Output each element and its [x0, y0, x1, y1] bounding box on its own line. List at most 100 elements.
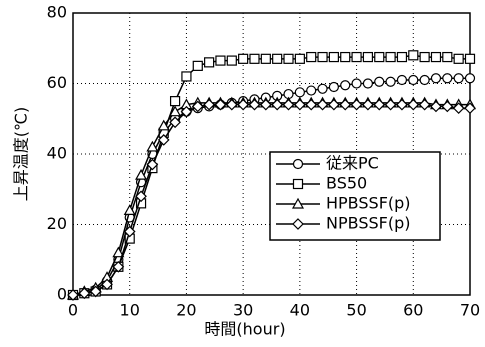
- data-point: [430, 73, 442, 84]
- data-point: [238, 53, 249, 64]
- data-point: [362, 78, 374, 89]
- data-point: [396, 98, 408, 111]
- data-point: [169, 116, 181, 129]
- data-point: [191, 100, 204, 113]
- data-point: [259, 98, 272, 111]
- data-point: [112, 260, 125, 273]
- data-point: [317, 51, 328, 63]
- data-point: [384, 98, 397, 111]
- data-point: [123, 225, 136, 238]
- x-tick-label: 0: [68, 301, 78, 320]
- data-point: [225, 98, 238, 111]
- data-point: [396, 74, 408, 86]
- data-point: [351, 51, 362, 63]
- data-point: [385, 51, 396, 63]
- data-point: [328, 51, 339, 63]
- data-point: [351, 78, 362, 89]
- data-point: [89, 285, 102, 298]
- x-tick-label: 60: [403, 301, 423, 320]
- data-point: [135, 190, 147, 203]
- y-tick-label: 0: [57, 285, 67, 304]
- data-point: [248, 98, 261, 111]
- data-point: [169, 105, 182, 117]
- data-point: [157, 119, 170, 131]
- x-tick-label: 70: [460, 301, 480, 320]
- y-tick-label: 60: [47, 73, 67, 92]
- data-point: [374, 76, 385, 87]
- data-point: [215, 55, 226, 66]
- x-tick-label: 30: [233, 301, 253, 320]
- data-point: [453, 53, 464, 64]
- legend-label: HPBSSF(p): [326, 194, 411, 213]
- data-point: [350, 98, 363, 111]
- legend-label: BS50: [326, 174, 367, 193]
- data-point: [442, 73, 453, 84]
- data-point: [169, 96, 181, 107]
- x-tick-label: 50: [346, 301, 366, 320]
- data-point: [146, 140, 159, 152]
- data-point: [67, 289, 79, 301]
- data-point: [418, 98, 431, 111]
- data-point: [340, 80, 351, 91]
- data-point: [157, 134, 170, 146]
- data-point: [408, 74, 419, 86]
- data-point: [283, 53, 294, 64]
- x-tick-label: 40: [290, 301, 310, 320]
- data-point: [123, 204, 136, 215]
- data-point: [305, 98, 318, 111]
- data-point: [328, 81, 339, 93]
- data-point: [135, 168, 148, 180]
- data-point: [430, 100, 442, 113]
- data-point: [339, 98, 352, 111]
- data-point: [464, 102, 476, 115]
- data-point: [203, 98, 215, 111]
- data-point: [464, 53, 476, 64]
- data-point: [204, 57, 215, 68]
- data-point: [214, 98, 227, 111]
- legend-label: 従来PC: [326, 154, 379, 173]
- data-point: [419, 74, 430, 86]
- legend-marker: [292, 178, 304, 190]
- data-point: [294, 98, 306, 111]
- data-point: [226, 55, 237, 66]
- data-point: [419, 51, 430, 63]
- data-point: [407, 98, 420, 111]
- data-point: [441, 100, 454, 113]
- data-point: [362, 51, 374, 63]
- data-point: [306, 51, 317, 63]
- x-tick-label: 10: [120, 301, 140, 320]
- data-point: [374, 51, 385, 63]
- data-point: [294, 53, 305, 64]
- data-point: [442, 51, 453, 63]
- x-axis-label: 時間(hour): [204, 320, 285, 339]
- data-point: [317, 83, 328, 94]
- data-point: [249, 53, 260, 64]
- data-point: [272, 53, 283, 64]
- data-point: [385, 76, 396, 87]
- legend-label: NPBSSF(p): [326, 214, 410, 233]
- data-point: [271, 98, 284, 111]
- data-point: [396, 51, 408, 63]
- data-point: [78, 287, 91, 300]
- data-point: [282, 98, 295, 111]
- data-point: [181, 71, 192, 82]
- legend-marker: [292, 158, 304, 170]
- data-point: [306, 85, 317, 96]
- data-point: [340, 51, 351, 63]
- data-point: [328, 98, 340, 111]
- plot-frame: [72, 12, 471, 296]
- data-point: [373, 98, 386, 111]
- y-axis-label: 上昇温度(℃): [12, 107, 31, 201]
- data-point: [146, 158, 159, 171]
- data-point: [260, 53, 271, 64]
- y-tick-label: 40: [47, 144, 67, 163]
- data-point: [101, 278, 113, 291]
- data-point: [430, 51, 442, 63]
- y-tick-label: 80: [47, 3, 67, 22]
- data-point: [362, 98, 374, 111]
- data-point: [452, 102, 465, 115]
- data-point: [180, 105, 193, 118]
- legend-marker: [292, 218, 304, 230]
- data-point: [453, 73, 464, 84]
